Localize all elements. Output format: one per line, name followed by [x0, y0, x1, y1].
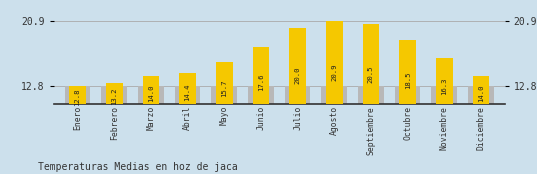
Text: 18.5: 18.5 — [404, 71, 411, 89]
Text: 14.0: 14.0 — [148, 85, 154, 102]
Bar — [106, 83, 122, 174]
Bar — [322, 86, 347, 174]
Bar — [436, 58, 453, 174]
Text: 20.5: 20.5 — [368, 65, 374, 82]
Bar — [101, 86, 127, 174]
Text: 20.9: 20.9 — [331, 64, 337, 81]
Bar — [175, 86, 200, 174]
Bar — [431, 86, 457, 174]
Bar — [248, 86, 274, 174]
Text: 16.3: 16.3 — [441, 78, 447, 95]
Text: Temperaturas Medias en hoz de jaca: Temperaturas Medias en hoz de jaca — [38, 162, 237, 172]
Bar — [358, 86, 384, 174]
Bar — [216, 62, 233, 174]
Text: 12.8: 12.8 — [75, 89, 81, 106]
Bar — [468, 86, 494, 174]
Bar — [395, 86, 420, 174]
Bar — [399, 40, 416, 174]
Bar — [212, 86, 237, 174]
Bar — [252, 47, 269, 174]
Bar — [289, 28, 306, 174]
Bar — [138, 86, 164, 174]
Text: 20.0: 20.0 — [295, 66, 301, 84]
Bar — [326, 21, 343, 174]
Bar — [142, 76, 159, 174]
Bar — [285, 86, 310, 174]
Text: 15.7: 15.7 — [221, 80, 227, 97]
Bar — [473, 76, 489, 174]
Bar — [69, 86, 86, 174]
Bar — [64, 86, 90, 174]
Bar — [362, 24, 379, 174]
Text: 14.4: 14.4 — [185, 84, 191, 101]
Text: 13.2: 13.2 — [111, 87, 117, 105]
Text: 17.6: 17.6 — [258, 74, 264, 91]
Text: 14.0: 14.0 — [478, 85, 484, 102]
Bar — [179, 73, 196, 174]
